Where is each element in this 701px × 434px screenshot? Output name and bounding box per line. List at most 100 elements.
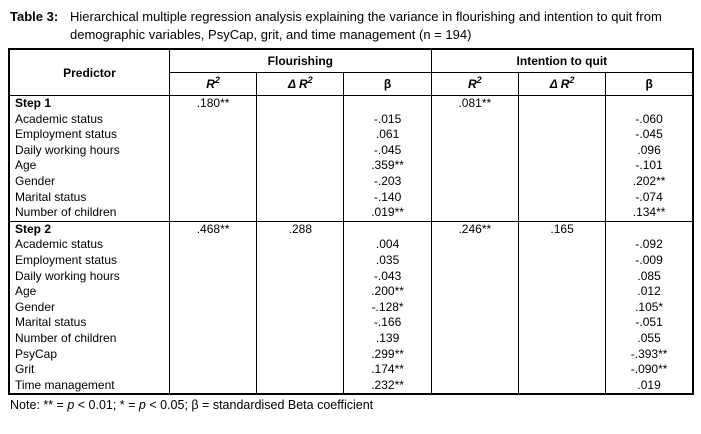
note-text-part: < 0.01; * =	[74, 398, 139, 413]
column-header-flourishing-beta: β	[343, 72, 432, 96]
predictor-row: Grit .174** -.090**	[8, 362, 694, 378]
value-cell	[256, 94, 345, 112]
value-cell	[430, 330, 519, 347]
value-cell: .035	[343, 252, 432, 269]
column-group-intention-to-quit: Intention to quit	[430, 48, 694, 73]
predictor-row: Number of children .139 .055	[8, 330, 694, 347]
value-cell: -.128*	[343, 299, 432, 316]
table-caption-label: Table 3:	[10, 9, 59, 24]
value-cell	[168, 377, 258, 395]
value-cell: -.060	[605, 111, 694, 128]
column-header-itq-delta-r2: Δ R2	[517, 72, 607, 96]
value-cell	[168, 346, 258, 363]
column-header-itq-r2: R2	[430, 72, 519, 96]
value-cell	[168, 252, 258, 269]
value-cell	[517, 94, 607, 112]
step-row: Step 2.468** .288 .246** .165	[8, 220, 694, 238]
value-cell	[168, 111, 258, 128]
value-cell	[256, 189, 345, 206]
value-cell	[256, 268, 345, 285]
predictor-cell: Academic status	[8, 237, 170, 253]
value-cell	[168, 158, 258, 174]
note-p-symbol: p	[67, 398, 75, 413]
value-cell	[430, 189, 519, 206]
predictor-cell: Academic status	[8, 111, 170, 128]
value-cell	[256, 346, 345, 363]
predictor-cell: Gender	[8, 299, 170, 316]
value-cell	[256, 330, 345, 347]
value-cell: .299**	[343, 346, 432, 363]
value-cell	[168, 142, 258, 159]
value-cell	[256, 315, 345, 331]
value-cell	[256, 252, 345, 269]
value-cell	[256, 284, 345, 300]
predictor-row: Time management .232** .019	[8, 377, 694, 395]
value-cell	[430, 142, 519, 159]
value-cell: -.101	[605, 158, 694, 174]
value-cell	[430, 158, 519, 174]
value-cell	[517, 158, 607, 174]
value-cell	[517, 330, 607, 347]
note-text-part: < 0.05; β = standardised Beta coefficien…	[145, 398, 374, 413]
predictor-cell: Number of children	[8, 330, 170, 347]
value-cell: .288	[256, 220, 345, 238]
value-cell: -.051	[605, 315, 694, 331]
value-cell	[168, 189, 258, 206]
value-cell: .061	[343, 127, 432, 143]
value-cell	[168, 205, 258, 222]
predictor-row: Gender -.128* .105*	[8, 299, 694, 316]
header-row-stats: R2 Δ R2 β R2 Δ R2 β	[9, 72, 694, 96]
value-cell: .096	[605, 142, 694, 159]
value-cell	[430, 284, 519, 300]
value-cell	[168, 127, 258, 143]
predictor-row: Employment status .061 -.045	[8, 127, 694, 143]
value-cell	[517, 205, 607, 222]
value-cell	[430, 252, 519, 269]
value-cell: .139	[343, 330, 432, 347]
value-cell	[517, 189, 607, 206]
value-cell	[343, 94, 432, 112]
value-cell: .200**	[343, 284, 432, 300]
value-cell	[256, 127, 345, 143]
predictor-cell: Employment status	[8, 252, 170, 269]
value-cell	[168, 268, 258, 285]
value-cell: .202**	[605, 173, 694, 190]
value-cell	[256, 362, 345, 378]
value-cell	[430, 377, 519, 395]
predictor-cell: Daily working hours	[8, 142, 170, 159]
value-cell: .180**	[168, 94, 258, 112]
value-cell: .468**	[168, 220, 258, 238]
value-cell	[517, 268, 607, 285]
value-cell	[517, 299, 607, 316]
value-cell	[256, 111, 345, 128]
value-cell	[517, 346, 607, 363]
value-cell	[605, 94, 694, 112]
value-cell: -.045	[605, 127, 694, 143]
predictor-cell: Marital status	[8, 315, 170, 331]
predictor-row: Age .200** .012	[8, 284, 694, 300]
value-cell: -.166	[343, 315, 432, 331]
value-cell	[256, 142, 345, 159]
predictor-row: Daily working hours -.043 .085	[8, 268, 694, 285]
predictor-row: Marital status -.140 -.074	[8, 189, 694, 206]
step-row: Step 1.180** .081**	[8, 94, 694, 112]
value-cell	[256, 377, 345, 395]
value-cell: -.015	[343, 111, 432, 128]
column-group-flourishing: Flourishing	[168, 48, 432, 73]
value-cell: .085	[605, 268, 694, 285]
value-cell: .019	[605, 377, 694, 395]
value-cell	[256, 205, 345, 222]
value-cell	[517, 252, 607, 269]
predictor-row: Daily working hours -.045 .096	[8, 142, 694, 159]
value-cell	[430, 362, 519, 378]
table-caption-text: Hierarchical multiple regression analysi…	[70, 9, 662, 42]
value-cell	[517, 142, 607, 159]
column-header-itq-beta: β	[605, 72, 694, 96]
value-cell	[517, 111, 607, 128]
value-cell	[517, 362, 607, 378]
note-text-part: Note: ** =	[10, 398, 68, 413]
value-cell: -.074	[605, 189, 694, 206]
value-cell: .134**	[605, 205, 694, 222]
value-cell	[256, 173, 345, 190]
value-cell: -.140	[343, 189, 432, 206]
